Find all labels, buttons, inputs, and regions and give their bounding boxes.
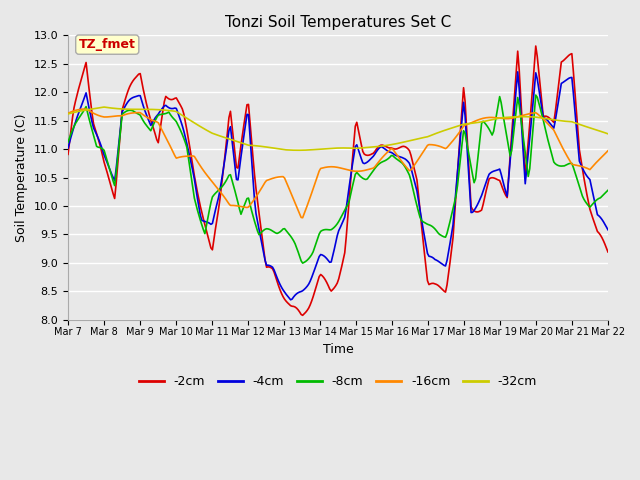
Title: Tonzi Soil Temperatures Set C: Tonzi Soil Temperatures Set C [225,15,451,30]
Legend: -2cm, -4cm, -8cm, -16cm, -32cm: -2cm, -4cm, -8cm, -16cm, -32cm [134,370,542,393]
Y-axis label: Soil Temperature (C): Soil Temperature (C) [15,113,28,242]
X-axis label: Time: Time [323,343,353,356]
Text: TZ_fmet: TZ_fmet [79,38,136,51]
